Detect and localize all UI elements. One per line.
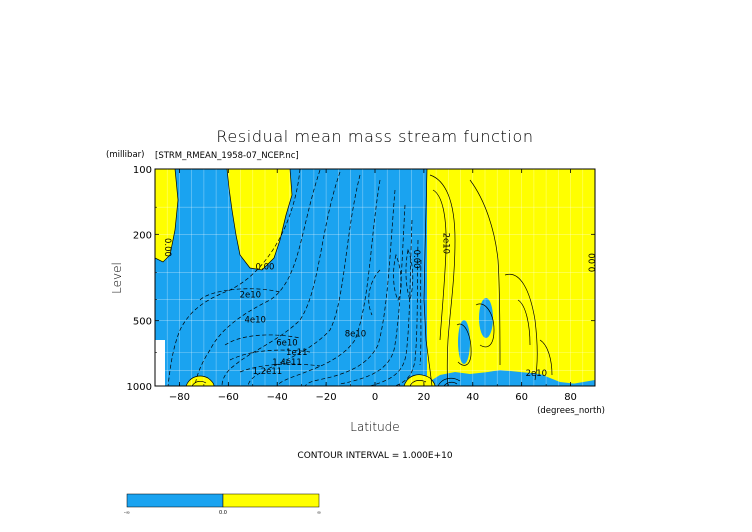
x-tick-label: 0 (372, 392, 378, 403)
contour-label: 0.00 (256, 262, 275, 272)
y-units-label: (millibar) (106, 150, 144, 160)
x-tick-label: −20 (316, 392, 337, 403)
x-tick-label: 60 (515, 392, 528, 403)
contour-label: 1.4e11 (272, 358, 302, 368)
x-axis-ticks: −80 −60 −40 −20 0 20 40 60 80 (154, 169, 596, 403)
y-tick-label: 1000 (127, 382, 152, 393)
legend-label-max: ∞ (317, 510, 321, 516)
plot-area: 0.00 0.00 0.00 0.00 2e10 4e10 6e10 8e10 1e111.2e… (127, 165, 598, 403)
y-tick-label: 100 (133, 165, 152, 176)
x-units-label: (degrees_north) (537, 406, 605, 416)
y-axis-label: Level (110, 262, 124, 294)
contour-label: 0.00 (411, 250, 421, 269)
x-tick-label: 40 (466, 392, 479, 403)
x-tick-label: 20 (418, 392, 431, 403)
contour-label: 4e10 (244, 316, 265, 326)
contour-label: 1e11 (286, 348, 307, 358)
legend-positive-swatch (222, 493, 320, 508)
y-axis-ticks: 100 200 500 1000 (127, 165, 595, 393)
chart-subtitle: [STRM_RMEAN_1958-07_NCEP.nc] (155, 151, 299, 161)
x-tick-label: −80 (169, 392, 190, 403)
legend-label-mid: 0.0 (219, 510, 227, 516)
contour-label: 0.00 (162, 238, 172, 257)
missing-data-region (155, 340, 165, 386)
y-tick-label: 200 (133, 230, 152, 241)
contour-label: 2e10 (440, 233, 450, 254)
x-tick-label: −40 (267, 392, 288, 403)
legend-label-min: -∞ (124, 510, 130, 516)
contour-label: 1.2e11 (253, 367, 283, 377)
contour-label: 8e10 (345, 329, 366, 339)
x-tick-label: 80 (564, 392, 577, 403)
contour-label: 0.00 (588, 253, 598, 272)
contour-label: 2e10 (240, 290, 261, 300)
legend-negative-swatch (126, 493, 224, 508)
contour-label: 2e10 (526, 369, 547, 379)
contour-labels: 0.00 0.00 0.00 0.00 2e10 4e10 6e10 8e10 1e111.2e… (162, 233, 598, 379)
contour-interval-label: CONTOUR INTERVAL = 1.000E+10 (297, 451, 452, 461)
chart-title: Residual mean mass stream function (216, 127, 533, 146)
x-tick-label: −60 (218, 392, 239, 403)
legend-colorbar: -∞ 0.0 ∞ (124, 493, 321, 516)
y-tick-label: 500 (133, 317, 152, 328)
grid (155, 169, 595, 386)
contour-lines (155, 169, 553, 386)
contour-label: 6e10 (276, 338, 297, 348)
x-axis-label: Latitude (350, 420, 399, 434)
